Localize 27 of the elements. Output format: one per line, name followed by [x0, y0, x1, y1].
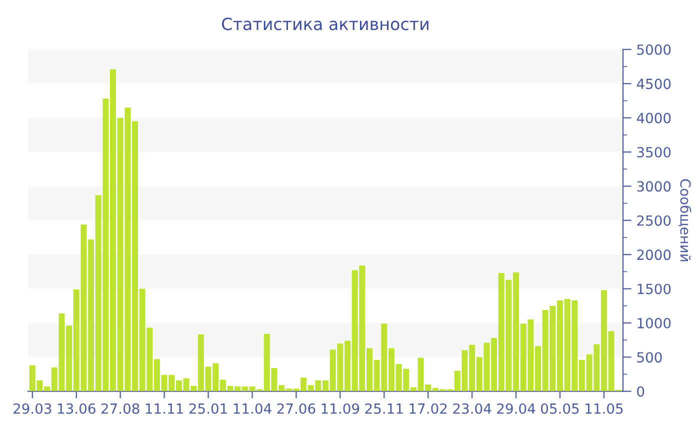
y-axis-title: Сообщений [678, 179, 692, 262]
x-tick-label: 23.04 [453, 403, 492, 414]
x-tick-label: 29.04 [497, 403, 536, 414]
y-tick-label: 1500 [638, 284, 671, 294]
y-tick-label: 0 [637, 386, 644, 397]
y-tick-label: 4000 [636, 112, 671, 124]
y-tick-label: 3000 [637, 181, 671, 192]
x-tick-label: 29.03 [14, 403, 52, 414]
x-tick-label: 11.11 [146, 404, 183, 414]
y-tick-label: 1000 [638, 318, 671, 328]
x-tick-label: 25.01 [189, 403, 227, 414]
y-tick-label: 2000 [637, 250, 671, 260]
x-tick-label: 27.08 [101, 403, 140, 414]
x-tick-label: 17.02 [410, 403, 447, 414]
x-tick-label: 11.05 [586, 403, 623, 414]
chart-title: Статистика активности [222, 18, 428, 30]
x-tick-label: 27.06 [277, 403, 316, 414]
x-tick-label: 11.09 [322, 403, 360, 414]
x-tick-label: 13.06 [58, 403, 96, 414]
y-tick-label: 3500 [637, 146, 671, 158]
y-tick-label: 500 [637, 352, 662, 363]
y-tick-label: 4500 [636, 78, 671, 90]
y-tick-label: 5000 [637, 44, 671, 55]
x-tick-label: 05.05 [541, 403, 579, 414]
y-tick-label: 2500 [637, 215, 671, 226]
x-tick-label: 25.11 [365, 403, 403, 414]
x-tick-label: 11.04 [234, 403, 272, 414]
